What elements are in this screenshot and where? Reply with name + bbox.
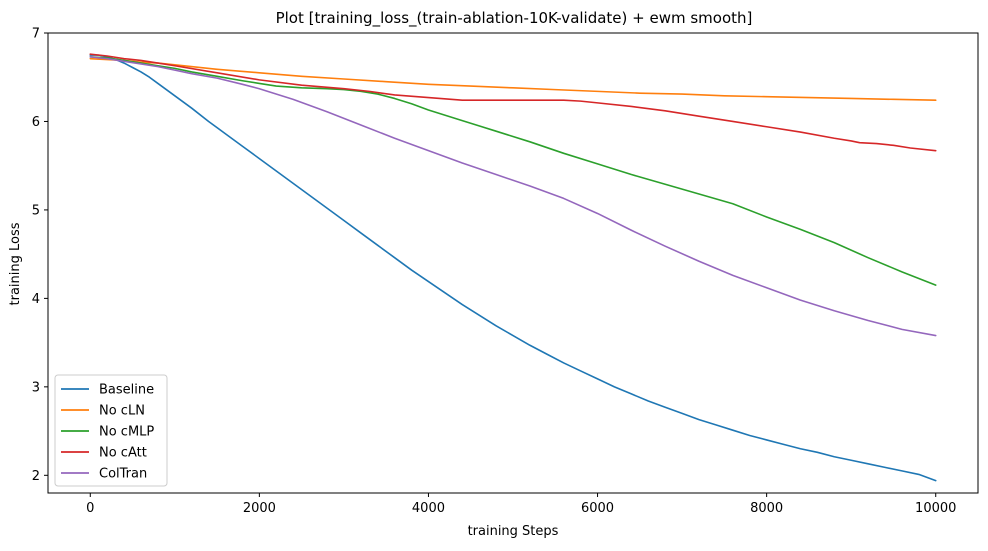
series-line-no-cmlp [89, 56, 937, 286]
y-tick-label: 2 [32, 469, 40, 484]
legend-entry: No cLN [99, 404, 145, 419]
y-tick-label: 3 [32, 380, 40, 395]
plot-area [47, 32, 979, 494]
x-tick-label: 2000 [243, 501, 276, 516]
y-tick-label: 6 [32, 115, 40, 130]
x-tick-label: 8000 [750, 501, 783, 516]
series-line-baseline [89, 54, 937, 482]
x-tick-label: 6000 [581, 501, 614, 516]
legend-entry: ColTran [99, 467, 147, 482]
x-tick-label: 0 [86, 501, 94, 516]
legend-box [54, 374, 168, 487]
legend: Baseline No cLN No cMLP No cAtt ColTran [54, 374, 168, 487]
x-axis-label: training Steps [468, 524, 559, 539]
y-tick-label: 4 [32, 292, 40, 307]
legend-entry: Baseline [99, 383, 154, 398]
y-axis-label: training Loss [8, 222, 23, 305]
x-tick-label: 4000 [412, 501, 445, 516]
x-tick-label: 10000 [915, 501, 956, 516]
legend-entry: No cMLP [99, 425, 154, 440]
legend-entry: No cAtt [99, 446, 147, 461]
series-line-no-cln [89, 57, 937, 102]
y-tick-label: 7 [32, 27, 40, 42]
chart-title: Plot [training_loss_(train-ablation-10K-… [276, 9, 753, 28]
y-tick-label: 5 [32, 203, 40, 218]
series-line-no-catt [89, 53, 937, 152]
series-line-coltran [89, 56, 937, 337]
